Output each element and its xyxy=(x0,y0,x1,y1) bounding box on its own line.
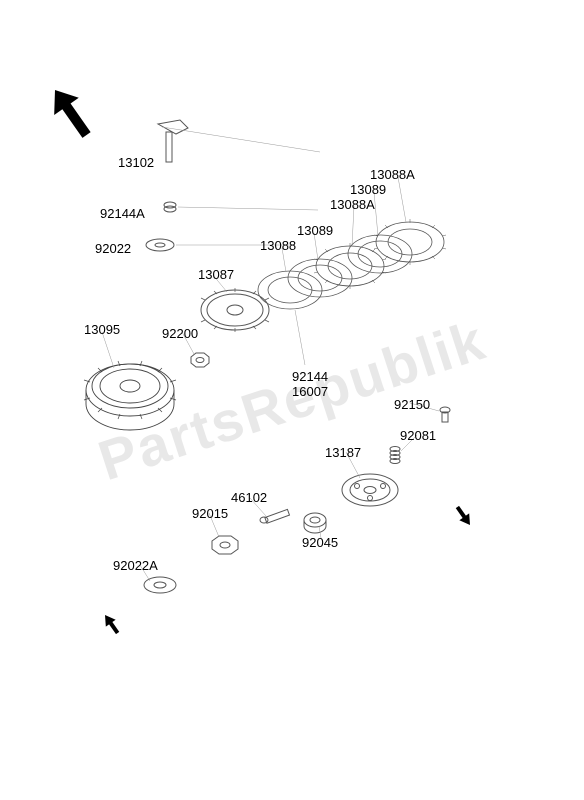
part-label-92081: 92081 xyxy=(400,428,436,443)
part-label-13088A_top: 13088A xyxy=(370,167,415,182)
part-label-92022: 92022 xyxy=(95,241,131,256)
part-label-92022A: 92022A xyxy=(113,558,158,573)
part-label-92150: 92150 xyxy=(394,397,430,412)
part-label-92144: 92144 xyxy=(292,369,328,384)
part-label-92200: 92200 xyxy=(162,326,198,341)
part-label-13089_top: 13089 xyxy=(350,182,386,197)
part-label-16007: 16007 xyxy=(292,384,328,399)
part-label-13095: 13095 xyxy=(84,322,120,337)
part-label-92015: 92015 xyxy=(192,506,228,521)
part-label-13102: 13102 xyxy=(118,155,154,170)
part-label-13089_mid: 13089 xyxy=(297,223,333,238)
part-label-13087: 13087 xyxy=(198,267,234,282)
parts-diagram xyxy=(0,0,584,800)
part-label-92144A: 92144A xyxy=(100,206,145,221)
part-label-46102: 46102 xyxy=(231,490,267,505)
part-label-13088A_mid: 13088A xyxy=(330,197,375,212)
part-label-92045: 92045 xyxy=(302,535,338,550)
part-label-13088: 13088 xyxy=(260,238,296,253)
part-label-13187: 13187 xyxy=(325,445,361,460)
